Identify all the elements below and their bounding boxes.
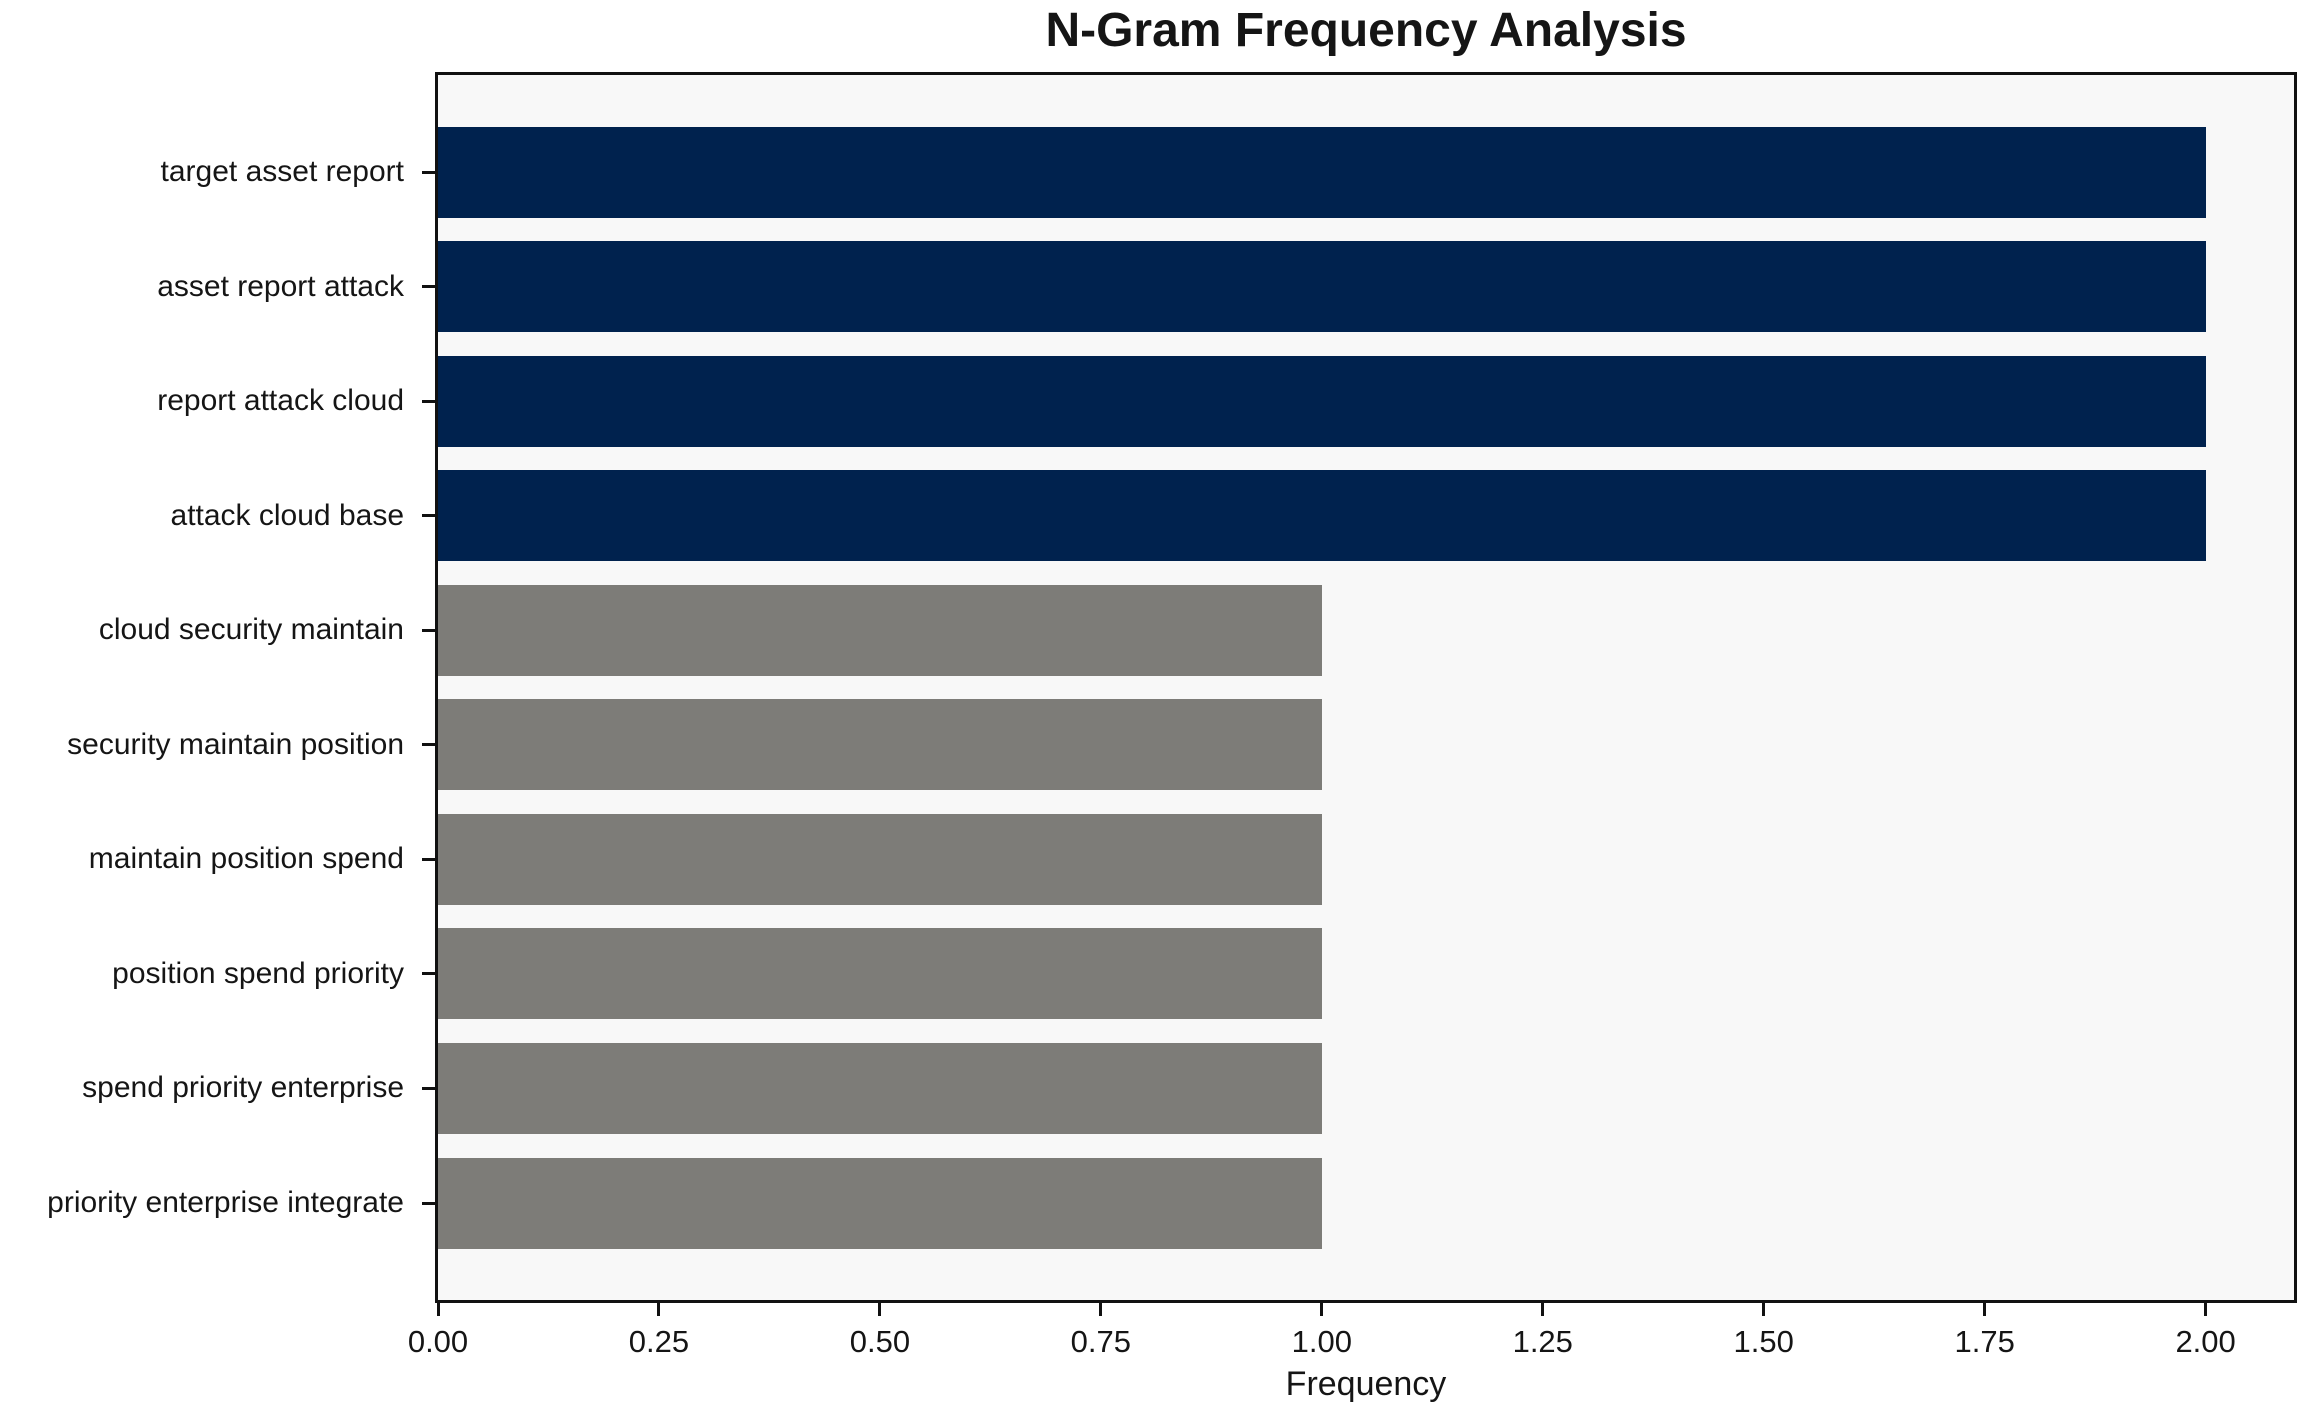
y-tick-mark [422,1201,435,1205]
y-tick-mark [422,972,435,976]
y-tick-mark [422,399,435,403]
x-tick-label: 0.50 [849,1324,911,1359]
y-tick-label: report attack cloud [157,384,404,418]
x-tick-label: 1.25 [1512,1324,1573,1359]
y-tick-mark [422,743,435,747]
y-tick-mark [422,1086,435,1090]
y-tick-mark [422,514,435,518]
bar-cloud-security-maintain [438,584,1322,676]
x-tick-label: 0.25 [628,1324,690,1359]
x-tick-mark [1983,1303,1987,1316]
plot-area [435,72,2297,1303]
y-tick-mark [422,285,435,289]
bar-position-spend-priority [438,928,1322,1020]
bar-maintain-position-spend [438,813,1322,905]
bar-asset-report-attack [438,241,2206,333]
bar-target-asset-report [438,126,2206,218]
x-tick-mark [1099,1303,1103,1316]
x-axis-label: Frequency [1285,1365,1447,1403]
x-tick-label: 1.00 [1291,1324,1352,1359]
chart-title: N-Gram Frequency Analysis [1045,4,1687,57]
y-tick-label: security maintain position [67,727,404,761]
y-tick-label: maintain position spend [88,842,404,876]
x-tick-label: 0.75 [1070,1324,1132,1359]
y-tick-mark [422,628,435,632]
y-tick-label: position spend priority [112,956,404,990]
y-tick-mark [422,170,435,174]
bar-security-maintain-position [438,699,1322,791]
y-tick-label: cloud security maintain [98,613,404,647]
x-tick-label: 1.50 [1733,1324,1794,1359]
y-tick-label: attack cloud base [170,498,404,532]
bar-priority-enterprise-integrate [438,1157,1322,1249]
x-tick-mark [2204,1303,2208,1316]
y-tick-label: priority enterprise integrate [47,1186,404,1219]
y-tick-label: spend priority enterprise [82,1071,404,1105]
x-tick-mark [1541,1303,1545,1316]
y-tick-mark [422,857,435,861]
x-tick-mark [1762,1303,1766,1316]
x-tick-mark [1320,1303,1324,1316]
x-tick-label: 2.00 [2175,1324,2236,1359]
bar-spend-priority-enterprise [438,1042,1322,1134]
y-tick-label: asset report attack [157,269,404,303]
bar-attack-cloud-base [438,470,2206,562]
bar-report-attack-cloud [438,355,2206,447]
x-tick-mark [878,1303,882,1316]
x-tick-label: 1.75 [1954,1324,2015,1359]
y-tick-label: target asset report [160,155,404,188]
x-tick-mark [436,1303,440,1316]
x-tick-label: 0.00 [407,1324,469,1359]
x-tick-mark [657,1303,661,1316]
